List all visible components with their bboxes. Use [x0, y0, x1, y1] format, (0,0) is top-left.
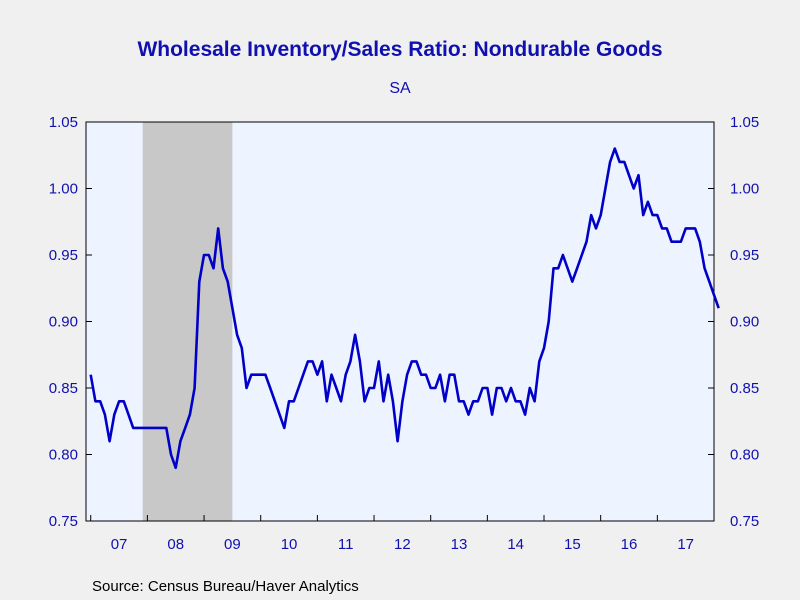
y-tick-label-left: 0.90	[49, 314, 78, 331]
y-tick-label-right: 1.05	[730, 114, 759, 131]
x-tick-label: 13	[451, 536, 468, 553]
y-tick-label-right: 0.80	[730, 447, 759, 464]
x-tick-label: 08	[167, 536, 184, 553]
y-tick-label-left: 1.00	[49, 181, 78, 198]
y-tick-label-right: 0.90	[730, 314, 759, 331]
y-tick-label-right: 0.85	[730, 380, 759, 397]
y-tick-label-left: 0.80	[49, 447, 78, 464]
x-tick-label: 12	[394, 536, 411, 553]
x-tick-label: 16	[621, 536, 638, 553]
series-line	[89, 147, 720, 470]
x-tick-label: 07	[111, 536, 128, 553]
source-note: Source: Census Bureau/Haver Analytics	[92, 578, 359, 595]
x-tick-label: 10	[281, 536, 298, 553]
y-tick-label-right: 1.00	[730, 181, 759, 198]
y-tick-label-right: 0.95	[730, 247, 759, 264]
chart-title: Wholesale Inventory/Sales Ratio: Nondura…	[137, 38, 663, 61]
x-tick-label: 17	[677, 536, 694, 553]
recession-band	[142, 122, 233, 521]
chart-subtitle: SA	[389, 80, 411, 97]
y-tick-label-left: 0.85	[49, 380, 78, 397]
x-tick-label: 15	[564, 536, 581, 553]
y-tick-label-left: 1.05	[49, 114, 78, 131]
y-tick-label-left: 0.75	[49, 513, 78, 530]
y-tick-label-left: 0.95	[49, 247, 78, 264]
y-tick-label-right: 0.75	[730, 513, 759, 530]
x-tick-label: 14	[507, 536, 524, 553]
x-tick-label: 09	[224, 536, 241, 553]
x-tick-label: 11	[338, 536, 354, 553]
